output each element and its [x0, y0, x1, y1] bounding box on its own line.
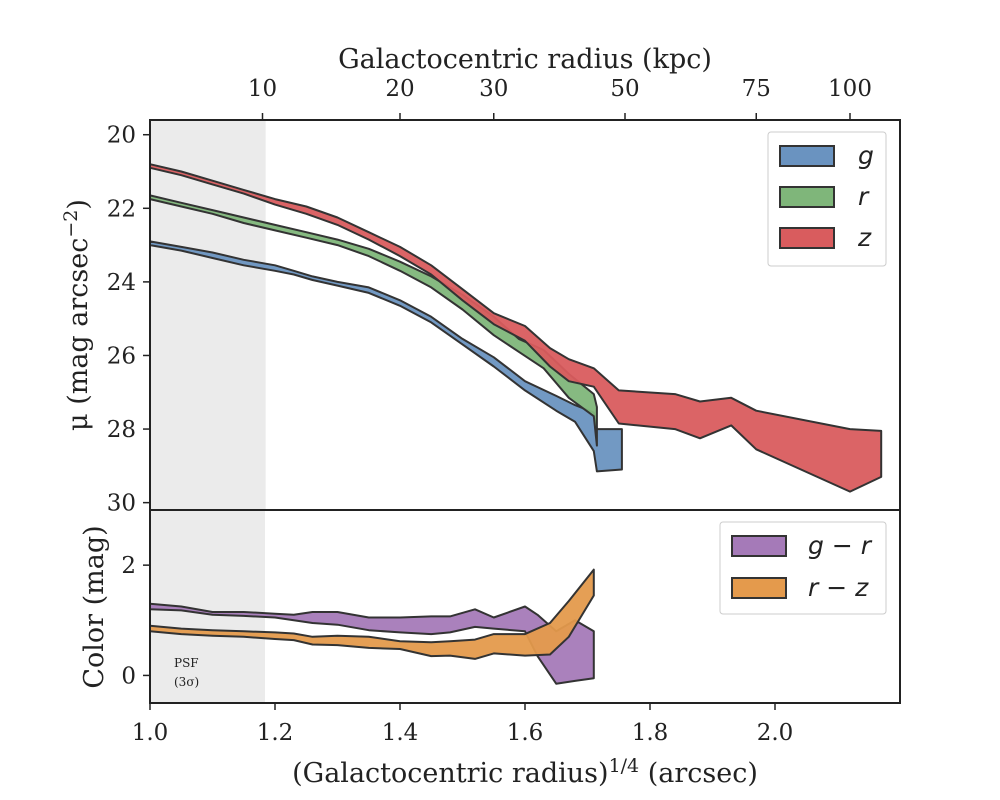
top-yaxis-label: μ (mag arcsec−2) [60, 199, 94, 431]
xtick-label: 1.8 [632, 720, 669, 746]
bottom-xaxis-label: (Galactocentric radius)1/4 (arcsec) [292, 755, 758, 789]
ytick-label: 22 [107, 196, 136, 222]
top-xaxis-label: Galactocentric radius (kpc) [338, 44, 712, 75]
top-xtick-label: 30 [479, 76, 508, 102]
psf-annotation-line2: (3σ) [174, 675, 199, 689]
ytick-label: 28 [107, 417, 136, 443]
bottom-panel-yticks: 02 [121, 553, 150, 689]
legend-label-rz: r − z [808, 573, 869, 602]
xtick-label: 2.0 [757, 720, 794, 746]
band-gr [149, 602, 595, 685]
top-panel-yticks: 20 22 24 26 28 30 [107, 123, 150, 517]
band-z [149, 163, 883, 493]
top-xtick-label: 10 [248, 76, 277, 102]
top-xtick-label: 20 [385, 76, 414, 102]
xtick-label: 1.6 [507, 720, 544, 746]
band-r [149, 194, 598, 447]
ytick-label: 20 [107, 123, 136, 149]
bottom-legend: g − r r − z [719, 521, 887, 615]
legend-swatch-r [779, 186, 835, 208]
bottom-yaxis-label: Color (mag) [79, 525, 110, 688]
ytick-label: 0 [121, 663, 136, 689]
legend-label-z: z [857, 223, 872, 252]
legend-swatch-z [779, 227, 835, 249]
xtick-label: 1.4 [382, 720, 419, 746]
ytick-label: 30 [107, 491, 136, 517]
bottom-panel-xticks: 1.0 1.2 1.4 1.6 1.8 2.0 [132, 703, 794, 746]
ytick-label: 24 [107, 270, 136, 296]
band-rz [149, 568, 595, 660]
legend-swatch-rz [731, 577, 787, 599]
top-panel-psf-region [150, 120, 266, 510]
top-legend: grz [767, 131, 887, 267]
xtick-label: 1.2 [257, 720, 294, 746]
ytick-label: 2 [121, 553, 136, 579]
top-xtick-label: 50 [610, 76, 639, 102]
legend-swatch-g [779, 145, 835, 167]
top-panel: 20 22 24 26 28 30 10 20 30 50 75 100 Galactocentri… [60, 44, 901, 517]
legend-label-gr: g − r [808, 531, 873, 560]
top-panel-bands [149, 163, 883, 493]
legend-swatch-gr [731, 535, 787, 557]
top-panel-top-xticks: 10 20 30 50 75 100 [248, 76, 872, 120]
band-g [149, 240, 623, 473]
psf-annotation-line1: PSF [174, 656, 199, 670]
top-xtick-label: 75 [742, 76, 771, 102]
ytick-label: 26 [107, 343, 136, 369]
bottom-panel-frame [149, 509, 901, 704]
top-xtick-label: 100 [828, 76, 872, 102]
bottom-panel: 02 1.0 1.2 1.4 1.6 1.8 2.0 PSF (3σ) Color (ma… [79, 509, 901, 789]
legend-label-r: r [858, 182, 870, 211]
bottom-panel-bands [149, 568, 595, 685]
xtick-label: 1.0 [132, 720, 169, 746]
legend-label-g: g [858, 141, 874, 170]
